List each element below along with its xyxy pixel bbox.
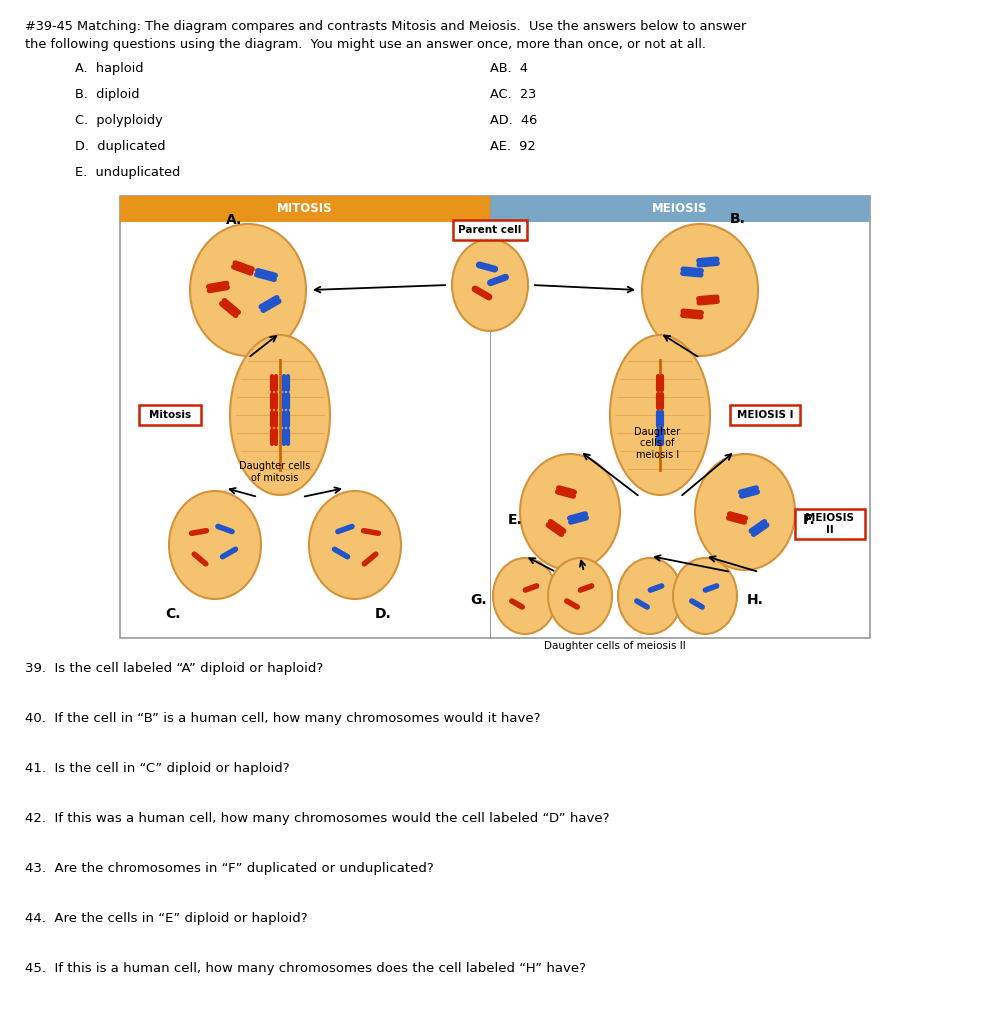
Text: C.  polyploidy: C. polyploidy: [75, 114, 163, 127]
Text: G.: G.: [471, 593, 487, 607]
Text: E.  unduplicated: E. unduplicated: [75, 166, 180, 179]
Text: #39-45 Matching: The diagram compares and contrasts Mitosis and Meiosis.  Use th: #39-45 Matching: The diagram compares an…: [25, 20, 746, 33]
Text: MITOSIS: MITOSIS: [277, 203, 333, 215]
Ellipse shape: [642, 224, 758, 356]
FancyBboxPatch shape: [795, 509, 865, 539]
Text: MEIOSIS
II: MEIOSIS II: [806, 513, 854, 535]
Ellipse shape: [493, 558, 557, 634]
Text: Parent cell: Parent cell: [458, 225, 521, 234]
Text: AE.  92: AE. 92: [490, 140, 535, 153]
Ellipse shape: [673, 558, 737, 634]
Text: AC.  23: AC. 23: [490, 88, 536, 101]
Ellipse shape: [230, 335, 330, 495]
Text: Mitosis: Mitosis: [149, 410, 191, 420]
FancyBboxPatch shape: [120, 196, 870, 638]
Text: Daughter cells
of mitosis: Daughter cells of mitosis: [240, 462, 310, 483]
Text: H.: H.: [747, 593, 764, 607]
Text: AD.  46: AD. 46: [490, 114, 537, 127]
Text: AB.  4: AB. 4: [490, 62, 528, 75]
Text: 43.  Are the chromosomes in “F” duplicated or unduplicated?: 43. Are the chromosomes in “F” duplicate…: [25, 862, 434, 874]
FancyBboxPatch shape: [139, 406, 201, 425]
Ellipse shape: [169, 490, 261, 599]
Text: MEIOSIS: MEIOSIS: [652, 203, 708, 215]
Text: 45.  If this is a human cell, how many chromosomes does the cell labeled “H” hav: 45. If this is a human cell, how many ch…: [25, 962, 586, 975]
Text: 42.  If this was a human cell, how many chromosomes would the cell labeled “D” h: 42. If this was a human cell, how many c…: [25, 812, 609, 825]
Text: B.: B.: [730, 212, 746, 226]
Text: 44.  Are the cells in “E” diploid or haploid?: 44. Are the cells in “E” diploid or hapl…: [25, 912, 307, 925]
Text: E.: E.: [508, 513, 522, 527]
Ellipse shape: [309, 490, 401, 599]
FancyBboxPatch shape: [453, 220, 527, 240]
Text: F.: F.: [803, 513, 816, 527]
Text: 40.  If the cell in “B” is a human cell, how many chromosomes would it have?: 40. If the cell in “B” is a human cell, …: [25, 712, 540, 725]
Ellipse shape: [618, 558, 682, 634]
Text: MEIOSIS I: MEIOSIS I: [736, 410, 793, 420]
Text: A.: A.: [226, 213, 242, 227]
Ellipse shape: [695, 454, 795, 570]
Text: B.  diploid: B. diploid: [75, 88, 140, 101]
Ellipse shape: [610, 335, 710, 495]
Text: C.: C.: [165, 607, 180, 621]
Ellipse shape: [452, 239, 528, 331]
Ellipse shape: [548, 558, 612, 634]
Text: A.  haploid: A. haploid: [75, 62, 144, 75]
Text: Daughter cells of meiosis II: Daughter cells of meiosis II: [544, 641, 686, 651]
Text: D.: D.: [375, 607, 391, 621]
FancyBboxPatch shape: [490, 196, 870, 222]
Ellipse shape: [190, 224, 306, 356]
Text: the following questions using the diagram.  You might use an answer once, more t: the following questions using the diagra…: [25, 38, 706, 51]
Text: D.  duplicated: D. duplicated: [75, 140, 165, 153]
Text: Daughter
cells of
meiosis I: Daughter cells of meiosis I: [634, 427, 681, 460]
Ellipse shape: [520, 454, 620, 570]
FancyBboxPatch shape: [730, 406, 800, 425]
Text: 39.  Is the cell labeled “A” diploid or haploid?: 39. Is the cell labeled “A” diploid or h…: [25, 662, 323, 675]
FancyBboxPatch shape: [120, 196, 490, 222]
Text: 41.  Is the cell in “C” diploid or haploid?: 41. Is the cell in “C” diploid or haploi…: [25, 762, 289, 775]
